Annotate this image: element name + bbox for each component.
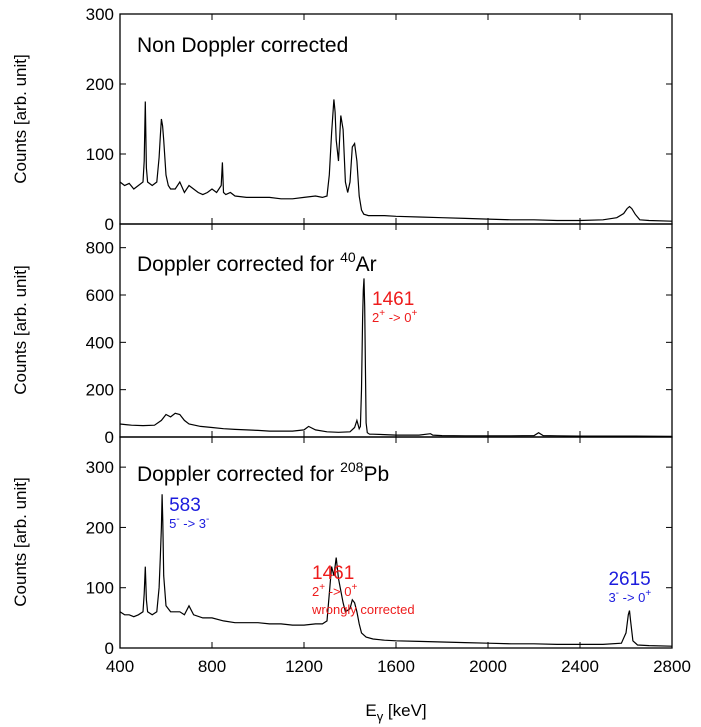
x-tick-label: 800 <box>198 657 226 676</box>
y-axis-title: Counts [arb. unit] <box>11 477 30 606</box>
y-tick-label: 800 <box>86 239 114 258</box>
y-axis-title: Counts [arb. unit] <box>11 54 30 183</box>
panel-ar40: 0 200 400 600 800 Doppler corrected for 40Ar… <box>11 223 673 447</box>
y-ticks: 0 100 200 300 <box>86 5 672 234</box>
y-tick-label: 0 <box>105 639 114 658</box>
y-tick-label: 100 <box>86 145 114 164</box>
panel-title: Doppler corrected for 208Pb <box>137 459 389 486</box>
annotation-note: wrongly corrected <box>311 602 415 617</box>
transition-label: 2+ -> 0+ <box>312 582 357 599</box>
transition-label: 3- -> 0+ <box>608 588 651 605</box>
peak-energy-label: 1461 <box>312 563 354 584</box>
peak-energy-label: 2615 <box>608 569 650 590</box>
y-tick-label: 0 <box>105 215 114 234</box>
y-ticks: 0 200 400 600 800 <box>86 239 672 447</box>
x-tick-label: 1600 <box>377 657 415 676</box>
y-tick-label: 400 <box>86 333 114 352</box>
panel-title: Non Doppler corrected <box>137 34 348 57</box>
panel-pb208: 0 100 200 300 Doppler corrected for 208Pb C… <box>11 436 673 658</box>
y-tick-label: 200 <box>86 75 114 94</box>
y-tick-label: 200 <box>86 518 114 537</box>
x-ticks <box>119 224 673 437</box>
transition-label: 5- -> 3- <box>169 514 209 531</box>
y-tick-label: 0 <box>105 428 114 447</box>
panel-non-doppler: 0 100 200 300 Non Doppler corrected Counts … <box>11 5 673 234</box>
spectrum-line <box>119 99 673 222</box>
transition-label: 2+ -> 0+ <box>372 308 417 325</box>
y-tick-label: 100 <box>86 579 114 598</box>
panel-title: Doppler corrected for 40Ar <box>137 249 377 276</box>
x-tick-label: 2000 <box>469 657 507 676</box>
y-tick-label: 600 <box>86 286 114 305</box>
y-ticks: 0 100 200 300 <box>86 458 672 658</box>
peak-energy-label: 583 <box>169 495 201 516</box>
x-axis-title: Eγ [keV] <box>365 701 426 724</box>
y-tick-label: 200 <box>86 381 114 400</box>
x-tick-label: 400 <box>106 657 134 676</box>
x-tick-label: 2800 <box>653 657 691 676</box>
y-axis-title: Counts [arb. unit] <box>11 265 30 394</box>
x-ticks <box>119 14 673 224</box>
x-tick-label: 2400 <box>561 657 599 676</box>
y-tick-label: 300 <box>86 5 114 24</box>
spectrum-line <box>119 494 673 647</box>
y-tick-label: 300 <box>86 458 114 477</box>
spectrum-line <box>119 278 673 437</box>
x-ticks <box>119 437 673 648</box>
x-tick-labels: 400 800 1200 1600 2000 2400 2800 <box>106 657 691 676</box>
peak-energy-label: 1461 <box>372 289 414 310</box>
x-tick-label: 1200 <box>285 657 323 676</box>
